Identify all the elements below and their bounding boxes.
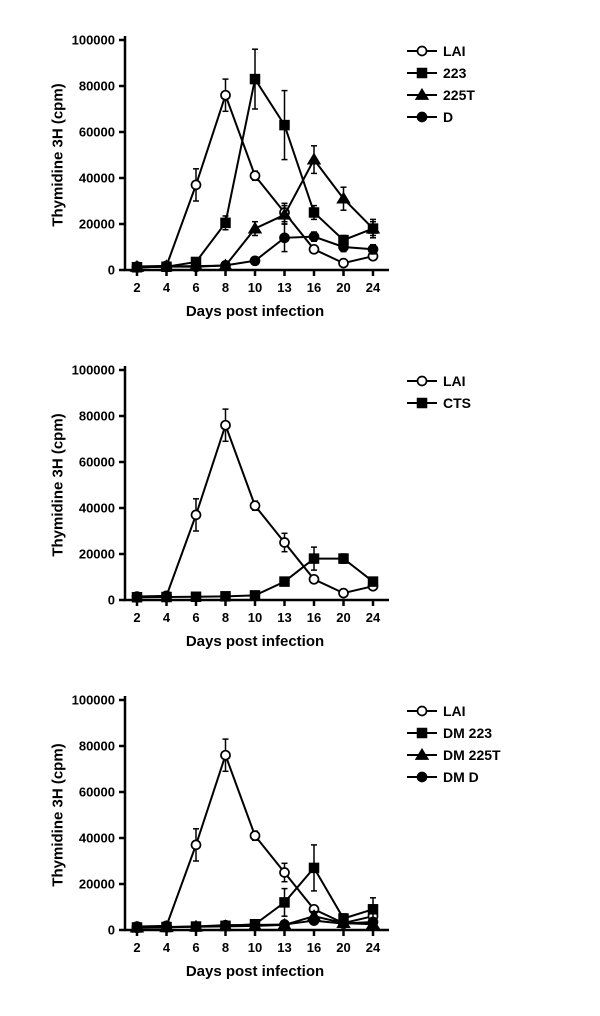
legend-marker-icon: [405, 84, 439, 106]
legend-item: DM D: [405, 766, 501, 788]
x-tick-label: 16: [307, 940, 321, 955]
legend: LAI 223 225T D: [405, 40, 475, 128]
x-tick-label: 8: [222, 940, 229, 955]
legend-label: LAI: [443, 703, 466, 719]
x-tick-label: 8: [222, 610, 229, 625]
y-tick-label: 20000: [50, 217, 115, 232]
legend-marker-icon: [405, 766, 439, 788]
legend-label: LAI: [443, 373, 466, 389]
x-tick-label: 16: [307, 280, 321, 295]
plot-svg: [125, 40, 387, 272]
y-tick-label: 40000: [50, 171, 115, 186]
legend-label: DM D: [443, 769, 479, 785]
y-tick-label: 60000: [50, 455, 115, 470]
y-tick-label: 60000: [50, 125, 115, 140]
y-tick-label: 0: [50, 593, 115, 608]
legend-marker-icon: [405, 370, 439, 392]
x-tick-label: 16: [307, 610, 321, 625]
x-tick-label: 4: [163, 940, 170, 955]
y-tick-label: 80000: [50, 409, 115, 424]
legend-marker-icon: [405, 700, 439, 722]
legend-marker-icon: [405, 722, 439, 744]
legend-item: LAI: [405, 370, 471, 392]
legend-marker-icon: [405, 392, 439, 414]
legend-marker-icon: [405, 744, 439, 766]
y-axis-title: Thymidine 3H (cpm): [50, 83, 67, 226]
plot-svg: [125, 370, 387, 602]
x-tick-label: 10: [248, 940, 262, 955]
legend: LAI DM 223 DM 225T DM D: [405, 700, 501, 788]
x-tick-label: 24: [366, 940, 380, 955]
legend-label: 223: [443, 65, 466, 81]
y-tick-label: 100000: [50, 363, 115, 378]
legend-marker-icon: [405, 62, 439, 84]
x-tick-label: 2: [133, 940, 140, 955]
y-tick-label: 60000: [50, 785, 115, 800]
x-tick-label: 24: [366, 610, 380, 625]
y-tick-label: 0: [50, 923, 115, 938]
legend-item: 223: [405, 62, 475, 84]
x-tick-label: 2: [133, 610, 140, 625]
x-tick-label: 4: [163, 280, 170, 295]
x-tick-label: 2: [133, 280, 140, 295]
x-tick-label: 13: [277, 280, 291, 295]
x-tick-label: 4: [163, 610, 170, 625]
panel-b: Thymidine 3H (cpm) Days post infection 0 20…: [50, 350, 550, 650]
x-tick-label: 20: [336, 610, 350, 625]
x-tick-label: 6: [192, 280, 199, 295]
x-tick-label: 10: [248, 280, 262, 295]
x-axis-title: Days post infection: [125, 633, 385, 650]
legend-item: LAI: [405, 40, 475, 62]
y-tick-label: 0: [50, 263, 115, 278]
legend-label: 225T: [443, 87, 475, 103]
y-tick-label: 40000: [50, 831, 115, 846]
y-tick-label: 80000: [50, 79, 115, 94]
x-tick-label: 20: [336, 280, 350, 295]
x-axis-title: Days post infection: [125, 303, 385, 320]
legend-item: DM 223: [405, 722, 501, 744]
legend-marker-icon: [405, 40, 439, 62]
plot-svg: [125, 700, 387, 932]
legend-label: DM 225T: [443, 747, 501, 763]
legend-item: D: [405, 106, 475, 128]
legend-marker-icon: [405, 106, 439, 128]
x-axis-title: Days post infection: [125, 963, 385, 980]
legend: LAI CTS: [405, 370, 471, 414]
x-tick-label: 8: [222, 280, 229, 295]
y-tick-label: 100000: [50, 693, 115, 708]
legend-label: LAI: [443, 43, 466, 59]
x-tick-label: 20: [336, 940, 350, 955]
legend-label: CTS: [443, 395, 471, 411]
legend-item: LAI: [405, 700, 501, 722]
y-tick-label: 100000: [50, 33, 115, 48]
legend-item: DM 225T: [405, 744, 501, 766]
legend-item: 225T: [405, 84, 475, 106]
legend-item: CTS: [405, 392, 471, 414]
x-tick-label: 10: [248, 610, 262, 625]
panel-c: Thymidine 3H (cpm) Days post infection 0 20…: [50, 680, 550, 980]
y-axis-title: Thymidine 3H (cpm): [50, 413, 67, 556]
x-tick-label: 13: [277, 610, 291, 625]
panel-a: Thymidine 3H (cpm) Days post infection 0 20…: [50, 20, 550, 320]
legend-label: DM 223: [443, 725, 492, 741]
y-tick-label: 20000: [50, 877, 115, 892]
figure: Thymidine 3H (cpm)Days post infection020…: [0, 0, 600, 1016]
y-axis-title: Thymidine 3H (cpm): [50, 743, 67, 886]
x-tick-label: 24: [366, 280, 380, 295]
y-tick-label: 40000: [50, 501, 115, 516]
x-tick-label: 13: [277, 940, 291, 955]
x-tick-label: 6: [192, 610, 199, 625]
legend-label: D: [443, 109, 453, 125]
y-tick-label: 80000: [50, 739, 115, 754]
x-tick-label: 6: [192, 940, 199, 955]
y-tick-label: 20000: [50, 547, 115, 562]
